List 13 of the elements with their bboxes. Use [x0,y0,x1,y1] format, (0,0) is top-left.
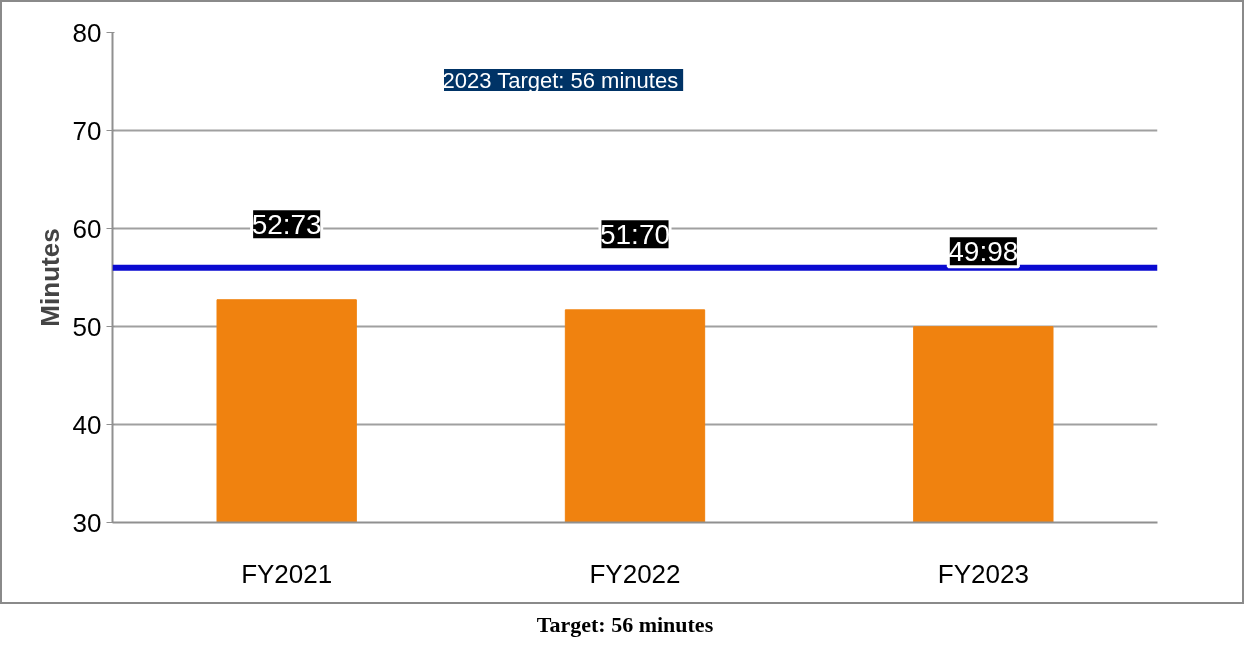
y-tick-label: 40 [72,409,102,440]
x-tick-label: FY2021 [241,558,333,589]
y-tick-label: 30 [72,507,102,538]
y-axis-title: Minutes [34,228,65,327]
text: Target: 56 minutes [536,611,714,639]
x-tick-label: FY2022 [589,558,681,589]
annotation: 51:70 [599,218,671,250]
y-tick-label: 70 [72,115,102,146]
x-tick-label: FY2023 [937,558,1029,589]
y-tick-label: 60 [72,213,102,244]
y-tick-label: 80 [72,17,102,48]
annotation: 2023 Target: 56 minutes [442,67,679,93]
y-tick-label: 50 [72,311,102,342]
